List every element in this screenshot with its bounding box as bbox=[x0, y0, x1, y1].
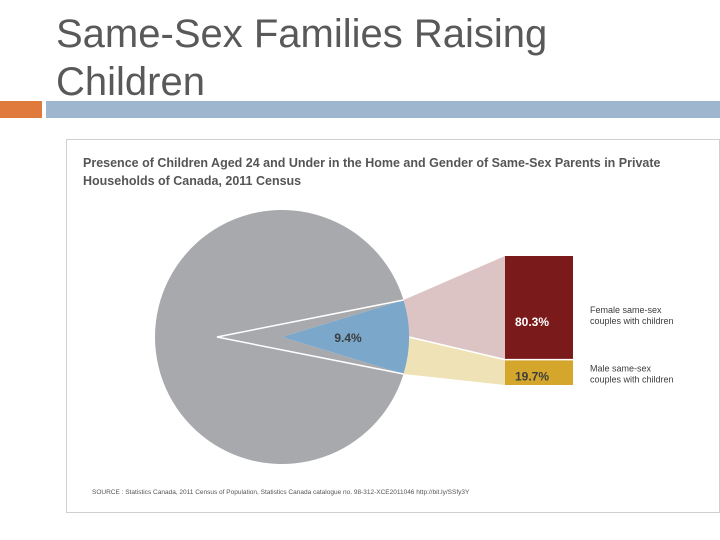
bar-female-value: 80.3% bbox=[515, 315, 549, 329]
pie-slice-without-children bbox=[155, 210, 404, 465]
accent-bar-orange bbox=[0, 101, 42, 118]
pie-slice-label: 9.4% bbox=[334, 331, 362, 345]
pie-slice-with-children bbox=[282, 300, 410, 374]
fan-divider bbox=[408, 336, 506, 361]
slide-title-line2: Children bbox=[56, 60, 205, 104]
pie-breakdown-chart: 9.4%80.3%19.7%Female same-sex couples wit… bbox=[155, 210, 674, 465]
source-note: SOURCE : Statistics Canada, 2011 Census … bbox=[92, 489, 470, 496]
bar-female bbox=[505, 256, 573, 360]
bar-male-value: 19.7% bbox=[515, 370, 549, 384]
slide-title-line1: Same-Sex Families Raising bbox=[56, 12, 548, 56]
legend-male-line2: couples with children bbox=[590, 375, 674, 385]
bar-male bbox=[505, 359, 573, 385]
legend-female: Female same-sex couples with children bbox=[590, 305, 674, 326]
fan-male bbox=[403, 337, 505, 385]
legend-male: Male same-sex couples with children bbox=[590, 364, 674, 385]
legend-female-line2: couples with children bbox=[590, 316, 674, 326]
accent-bar-blue bbox=[46, 101, 720, 118]
pie-slice-edge bbox=[216, 299, 404, 375]
legend-male-line1: Male same-sex bbox=[590, 364, 652, 374]
fan-female bbox=[403, 256, 505, 360]
legend-female-line1: Female same-sex bbox=[590, 305, 662, 315]
chart-card: Presence of Children Aged 24 and Under i… bbox=[66, 139, 720, 513]
chart-title: Presence of Children Aged 24 and Under i… bbox=[83, 154, 683, 190]
chart-title-line2: Households of Canada, 2011 Census bbox=[83, 174, 302, 188]
slide-title: Same-Sex Families Raising Children bbox=[56, 10, 696, 106]
chart-title-line1: Presence of Children Aged 24 and Under i… bbox=[83, 156, 661, 170]
